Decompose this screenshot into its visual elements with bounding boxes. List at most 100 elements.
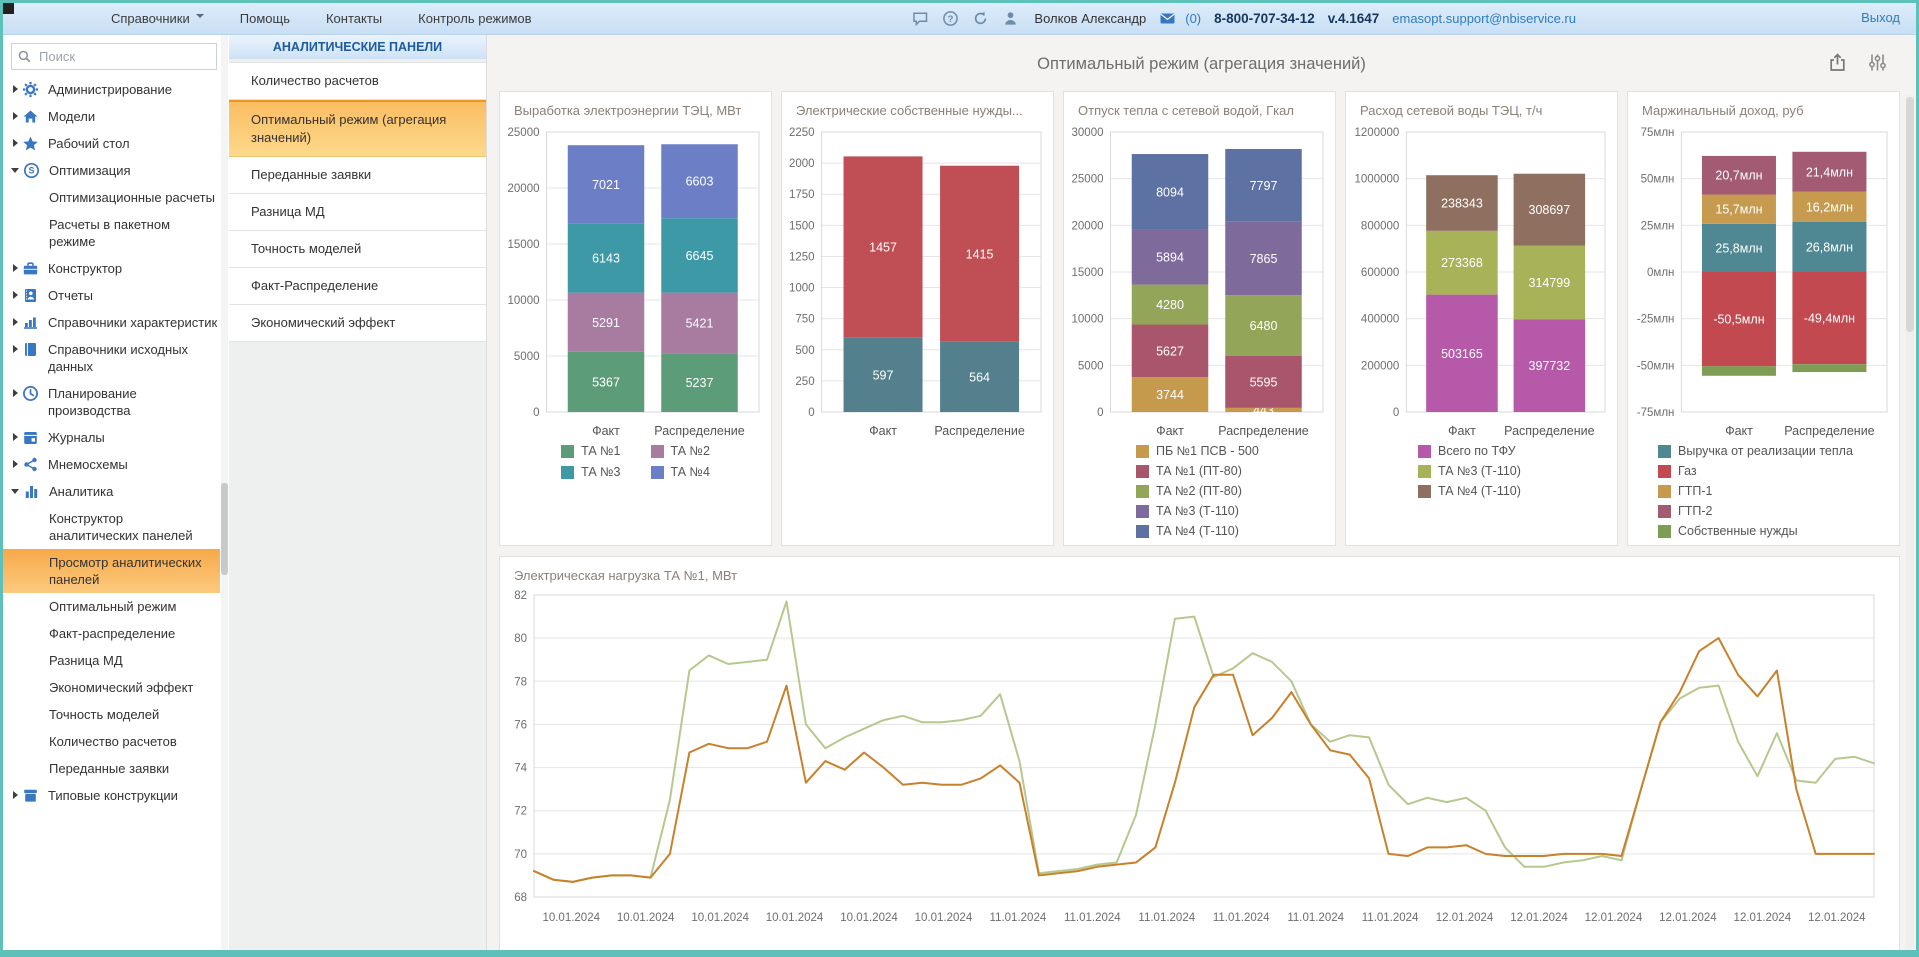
- chevron-collapsed-icon[interactable]: [13, 139, 18, 147]
- mail-icon[interactable]: [1159, 10, 1176, 27]
- sidebar-item[interactable]: Типовые конструкции: [3, 782, 229, 809]
- sidebar-item[interactable]: Рабочий стол: [3, 130, 229, 157]
- logout-link[interactable]: Выход: [1861, 10, 1900, 25]
- sidebar-item-label: Мнемосхемы: [48, 456, 223, 473]
- panel-item[interactable]: Точность моделей: [229, 231, 486, 268]
- legend-swatch: [1658, 505, 1671, 518]
- sidebar-item[interactable]: Модели: [3, 103, 229, 130]
- sidebar-child-item[interactable]: Переданные заявки: [3, 755, 229, 782]
- legend-label: ТА №2 (ПТ-80): [1156, 484, 1242, 498]
- y-tick-label: 5000: [1078, 360, 1104, 372]
- sidebar-child-item[interactable]: Оптимизационные расчеты: [3, 184, 229, 211]
- chart-title: Выработка электроэнергии ТЭЦ, МВт: [500, 92, 771, 118]
- line-series: [534, 602, 1874, 882]
- sidebar-item[interactable]: Планирование производства: [3, 380, 229, 424]
- sidebar-item[interactable]: Справочники исходных данных: [3, 336, 229, 380]
- panel-item[interactable]: Переданные заявки: [229, 157, 486, 194]
- chevron-collapsed-icon[interactable]: [13, 318, 18, 326]
- help-icon[interactable]: ?: [942, 10, 959, 27]
- panel-item[interactable]: Разница МД: [229, 194, 486, 231]
- menu-item-label: Контакты: [326, 11, 382, 26]
- chevron-expanded-icon[interactable]: [11, 168, 19, 173]
- category-label: Факт: [592, 424, 620, 438]
- legend-item: ТА №1 (ПТ-80): [1136, 464, 1335, 478]
- panel-item[interactable]: Количество расчетов: [229, 62, 486, 100]
- chevron-collapsed-icon[interactable]: [13, 791, 18, 799]
- bar-chart-plot: 0500010000150002000025000300003744562742…: [1064, 120, 1333, 442]
- home-icon: [22, 108, 39, 125]
- y-tick-label: 72: [514, 806, 527, 818]
- panel-item[interactable]: Факт-Распределение: [229, 268, 486, 305]
- menu-item[interactable]: Контроль режимов: [418, 11, 531, 26]
- panel-item[interactable]: Оптимальный режим (агрегация значений): [229, 100, 486, 157]
- sidebar-item[interactable]: Конструктор: [3, 255, 229, 282]
- filters-icon[interactable]: [1867, 52, 1888, 73]
- support-email-link[interactable]: emasopt.support@nbiservice.ru: [1392, 11, 1576, 26]
- sidebar-child-item[interactable]: Разница МД: [3, 647, 229, 674]
- bar-chart-plot: 0250500750100012501500175020002250597145…: [782, 120, 1051, 442]
- sidebar-child-item[interactable]: Расчеты в пакетном режиме: [3, 211, 229, 255]
- sidebar-child-item[interactable]: Факт-распределение: [3, 620, 229, 647]
- y-tick-label: 25000: [508, 127, 540, 139]
- sidebar-child-item[interactable]: Экономический эффект: [3, 674, 229, 701]
- bar-chart-plot: 0200000400000600000800000100000012000005…: [1346, 120, 1615, 442]
- menu-item[interactable]: Контакты: [326, 11, 382, 26]
- briefcase-icon: [22, 260, 39, 277]
- y-tick-label: -75млн: [1637, 407, 1675, 419]
- chevron-collapsed-icon[interactable]: [13, 264, 18, 272]
- main-scrollbar-track[interactable]: [1906, 95, 1914, 950]
- menu-item[interactable]: Справочники: [111, 11, 204, 26]
- chart-card: Электрические собственные нужды...025050…: [781, 91, 1054, 546]
- sidebar-child-item[interactable]: Конструктор аналитических панелей: [3, 505, 229, 549]
- chevron-collapsed-icon[interactable]: [13, 345, 18, 353]
- chat-icon[interactable]: [912, 10, 929, 27]
- sidebar-item[interactable]: Отчеты: [3, 282, 229, 309]
- panel-item[interactable]: Экономический эффект: [229, 305, 486, 342]
- user-icon[interactable]: [1002, 10, 1019, 27]
- search-input[interactable]: [37, 48, 211, 65]
- y-tick-label: 82: [514, 590, 527, 602]
- chevron-collapsed-icon[interactable]: [13, 291, 18, 299]
- sidebar-child-item[interactable]: Точность моделей: [3, 701, 229, 728]
- bar-segment-value: 6645: [686, 249, 714, 263]
- sidebar-item-label: Модели: [48, 108, 223, 125]
- y-tick-label: 10000: [508, 295, 540, 307]
- chevron-collapsed-icon[interactable]: [13, 85, 18, 93]
- refresh-icon[interactable]: [972, 10, 989, 27]
- y-tick-label: 76: [514, 719, 527, 731]
- line-series: [534, 638, 1874, 882]
- sidebar-child-item[interactable]: Просмотр аналитических панелей: [3, 549, 220, 593]
- x-tick-label: 11.01.2024: [1287, 912, 1344, 924]
- y-tick-label: 400000: [1361, 314, 1399, 326]
- legend-item: ТА №4 (Т-110): [1136, 524, 1335, 538]
- sidebar-child-item[interactable]: Оптимальный режим: [3, 593, 229, 620]
- chevron-collapsed-icon[interactable]: [13, 460, 18, 468]
- legend-label: ТА №4 (Т-110): [1438, 484, 1521, 498]
- sidebar-item[interactable]: Администрирование: [3, 76, 229, 103]
- app-version: v.4.1647: [1328, 11, 1380, 26]
- chevron-collapsed-icon[interactable]: [13, 112, 18, 120]
- page-title: Оптимальный режим (агрегация значений): [487, 35, 1916, 93]
- export-icon[interactable]: [1827, 52, 1848, 73]
- chevron-expanded-icon[interactable]: [11, 489, 19, 494]
- legend-item: ТА №4: [651, 465, 710, 479]
- sidebar-child-item[interactable]: Количество расчетов: [3, 728, 229, 755]
- sidebar-item[interactable]: SОптимизация: [3, 157, 229, 184]
- sidebar-item[interactable]: Справочники характеристик: [3, 309, 229, 336]
- panels-header: АНАЛИТИЧЕСКИЕ ПАНЕЛИ: [229, 35, 486, 59]
- chevron-collapsed-icon[interactable]: [13, 433, 18, 441]
- legend-label: Выручка от реализации тепла: [1678, 444, 1853, 458]
- y-tick-label: 1750: [789, 189, 815, 201]
- legend-item: ГТП-2: [1658, 504, 1899, 518]
- sidebar-scrollbar-thumb[interactable]: [221, 483, 228, 575]
- sidebar-item[interactable]: Журналы: [3, 424, 229, 451]
- sidebar-item[interactable]: Мнемосхемы: [3, 451, 229, 478]
- menu-item[interactable]: Помощь: [240, 11, 290, 26]
- chevron-collapsed-icon[interactable]: [13, 389, 18, 397]
- legend-label: ГТП-1: [1678, 484, 1713, 498]
- x-tick-label: 12.01.2024: [1734, 912, 1792, 924]
- sidebar-item[interactable]: Аналитика: [3, 478, 229, 505]
- main-scrollbar-thumb[interactable]: [1906, 97, 1914, 332]
- y-tick-label: 0: [808, 407, 814, 419]
- panels-list: Количество расчетовОптимальный режим (аг…: [229, 62, 486, 342]
